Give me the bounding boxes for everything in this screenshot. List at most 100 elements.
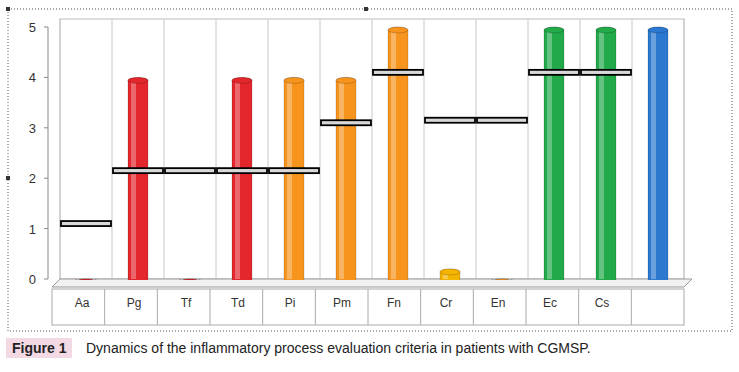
bar-group <box>596 27 616 280</box>
x-tick-label: Aa <box>75 296 90 310</box>
floor <box>52 279 692 287</box>
category-separator <box>580 19 581 279</box>
marks <box>61 27 668 280</box>
bar-cap <box>596 27 616 33</box>
bar <box>232 77 252 280</box>
x-tick-label: En <box>491 296 506 310</box>
category-table-line <box>262 289 263 325</box>
bar-cap <box>648 27 668 33</box>
category-separator <box>112 19 113 279</box>
category-table-line <box>315 289 316 325</box>
y-tick <box>44 279 48 280</box>
bar-group <box>492 279 512 280</box>
y-tick-label: 1 <box>29 222 36 237</box>
bar-cap <box>128 77 148 83</box>
category-table-line <box>104 289 105 325</box>
category-table-line <box>157 289 158 325</box>
plot-wall <box>60 19 684 279</box>
bar-cap <box>440 269 460 275</box>
category-separator <box>528 19 529 279</box>
category-separator <box>216 19 217 279</box>
bar-group <box>180 279 200 280</box>
dash-marker <box>425 118 475 123</box>
x-tick-label: Cs <box>595 296 610 310</box>
dash-marker <box>269 168 319 173</box>
frame-handle <box>6 176 10 180</box>
y-tick <box>44 178 48 179</box>
caption-label: Figure 1 <box>12 340 67 356</box>
x-tick-label: Pi <box>285 296 296 310</box>
x-tick-label: Cr <box>440 296 453 310</box>
dash-marker <box>217 168 267 173</box>
bar <box>648 27 668 280</box>
chart: 012345AaPgTfTdPiPmFnCrEnEcCsFigure 1Dyna… <box>0 0 739 372</box>
bar-group <box>648 27 668 280</box>
category-table-line <box>420 289 421 325</box>
bar-group <box>232 77 252 280</box>
y-tick-label: 4 <box>29 70 36 85</box>
dash-marker <box>581 70 631 75</box>
caption-label-bg <box>6 338 72 358</box>
category-separator <box>424 19 425 279</box>
bar <box>596 27 616 280</box>
x-tick-label: Pm <box>333 296 351 310</box>
y-tick <box>44 27 48 28</box>
bar-group <box>388 27 408 280</box>
bar <box>128 77 148 280</box>
category-separator <box>164 19 165 279</box>
x-tick-label: Fn <box>387 296 401 310</box>
y-tick-label: 2 <box>29 171 36 186</box>
bar-group <box>76 279 96 280</box>
bar-cap <box>492 279 512 280</box>
y-tick-label: 5 <box>29 20 36 35</box>
category-table-line <box>526 289 527 325</box>
dash-marker <box>113 168 163 173</box>
y-tick <box>44 77 48 78</box>
bar <box>544 27 564 280</box>
frame <box>8 9 732 331</box>
bar-cap <box>336 77 356 83</box>
bar <box>440 269 460 280</box>
title: Dynamics of the inflammatory process eva… <box>86 340 591 356</box>
dash-marker <box>61 221 111 226</box>
y-tick-label: 3 <box>29 121 36 136</box>
dash-marker <box>321 120 371 125</box>
category-table <box>52 289 684 325</box>
category-table-line <box>210 289 211 325</box>
x-tick-label: Ec <box>543 296 557 310</box>
bar-highlight <box>391 30 396 279</box>
bar-cap <box>232 77 252 83</box>
frame-handle <box>6 7 10 11</box>
bar-highlight <box>287 80 292 279</box>
bar-highlight <box>547 30 552 279</box>
dash-marker <box>165 168 215 173</box>
bar-cap <box>544 27 564 33</box>
category-table-line <box>473 289 474 325</box>
category-separator <box>60 19 61 279</box>
bar-cap <box>284 77 304 83</box>
bar-group <box>128 77 148 280</box>
bar <box>284 77 304 280</box>
dash-marker <box>477 118 527 123</box>
category-separator <box>632 19 633 279</box>
bar-group <box>544 27 564 280</box>
category-separator <box>372 19 373 279</box>
category-separator <box>684 19 685 279</box>
bar-highlight <box>339 80 344 279</box>
bar-highlight <box>599 30 604 279</box>
bar <box>336 77 356 280</box>
bar-group <box>336 77 356 280</box>
bar-group <box>284 77 304 280</box>
dash-marker <box>529 70 579 75</box>
x-tick-label: Pg <box>127 296 142 310</box>
y-tick <box>44 127 48 128</box>
bar-highlight <box>235 80 240 279</box>
category-separator <box>476 19 477 279</box>
bar-cap <box>180 279 200 280</box>
category-separator <box>320 19 321 279</box>
y-tick <box>44 228 48 229</box>
bar-highlight <box>651 30 656 279</box>
y-tick-label: 0 <box>29 272 36 287</box>
bar-cap <box>388 27 408 33</box>
bar-group <box>440 269 460 280</box>
